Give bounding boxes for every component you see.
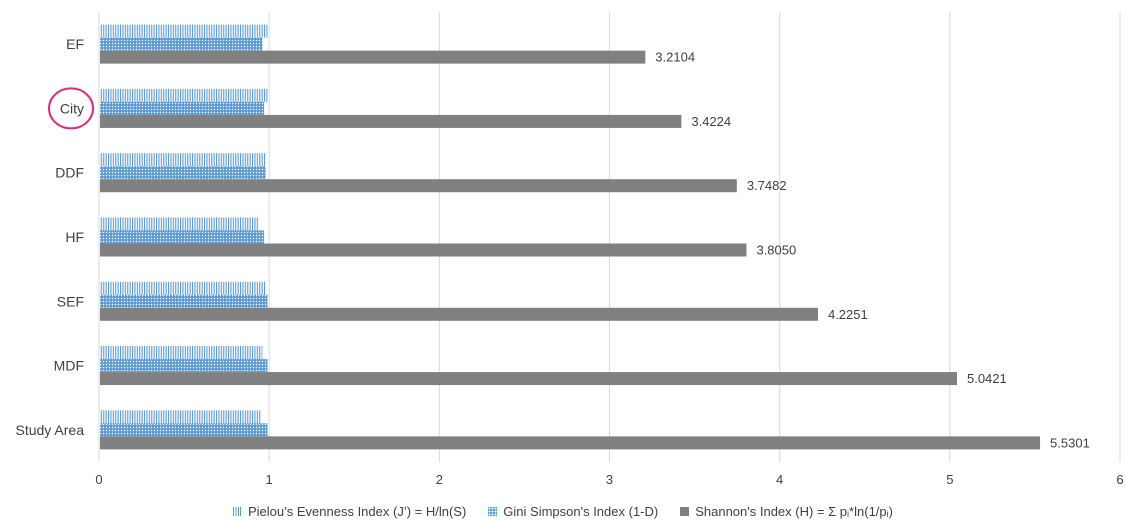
y-category-label-sef: SEF	[57, 293, 84, 309]
legend-item-shannon: Shannon's Index (H) = Σ pᵢ*ln(1/pᵢ)	[680, 504, 893, 519]
bar-pielou-hf	[100, 217, 259, 231]
bar-pielou-mdf	[100, 346, 263, 360]
bar-shannon-city	[100, 114, 682, 128]
bar-gini-study-area	[100, 423, 268, 437]
legend-label-pielou: Pielou’s Evenness Index (J’) = H/ln(S)	[247, 503, 467, 519]
bar-pielou-sef	[100, 281, 266, 295]
y-category-label-hf: HF	[65, 229, 84, 245]
legend-item-gini: Gini Simpson's Index (1-D)	[488, 504, 658, 519]
bar-shannon-sef	[100, 307, 818, 321]
x-tick-label-1: 1	[266, 472, 273, 487]
y-category-label-study-area: Study Area	[16, 422, 85, 438]
bar-pielou-ddf	[100, 153, 266, 167]
legend: Pielou’s Evenness Index (J’) = H/ln(S) G…	[0, 500, 1126, 522]
highlight-circle	[48, 87, 94, 130]
bars	[100, 24, 1041, 450]
labels: 0 1 2 3 4 5 6 3.2104 EF 3.4224 City 3.7482 DDF 3.8050…	[16, 36, 1124, 487]
legend-swatch-shannon	[680, 506, 690, 516]
legend-label-gini: Gini Simpson's Index (1-D)	[503, 503, 659, 519]
y-category-label-ddf: DDF	[55, 165, 84, 181]
gridlines	[98, 12, 1121, 462]
data-label-mdf: 5.0421	[967, 371, 1007, 386]
y-category-label-ef: EF	[66, 36, 84, 52]
legend-item-pielou: Pielou’s Evenness Index (J’) = H/ln(S)	[232, 503, 467, 519]
y-category-label-city: City	[60, 100, 84, 116]
bar-shannon-study-area	[100, 436, 1041, 450]
legend-swatch-pielou	[232, 506, 242, 516]
x-tick-label-6: 6	[1116, 472, 1123, 487]
bar-shannon-ddf	[100, 179, 737, 193]
bar-pielou-ef	[100, 24, 268, 38]
x-tick-label-3: 3	[606, 472, 613, 487]
bar-shannon-ef	[100, 50, 646, 64]
x-tick-label-0: 0	[95, 472, 102, 487]
x-tick-label-5: 5	[946, 472, 953, 487]
bar-gini-city	[100, 101, 265, 115]
bar-gini-ef	[100, 37, 263, 51]
bar-pielou-city	[100, 88, 268, 102]
data-label-ef: 3.2104	[655, 50, 695, 65]
data-label-ddf: 3.7482	[747, 178, 787, 193]
data-label-city: 3.4224	[691, 114, 731, 129]
y-category-label-mdf: MDF	[54, 358, 84, 374]
bar-gini-sef	[100, 294, 268, 308]
legend-swatch-gini	[488, 506, 498, 516]
data-label-hf: 3.8050	[756, 243, 796, 258]
data-label-study-area: 5.5301	[1050, 435, 1090, 450]
legend-label-shannon: Shannon's Index (H) = Σ pᵢ*ln(1/pᵢ)	[695, 503, 894, 519]
bar-gini-ddf	[100, 166, 266, 180]
bar-shannon-mdf	[100, 372, 957, 386]
x-tick-label-2: 2	[436, 472, 443, 487]
data-label-sef: 4.2251	[828, 307, 868, 322]
bar-gini-hf	[100, 230, 265, 244]
x-tick-label-4: 4	[776, 472, 783, 487]
bar-shannon-hf	[100, 243, 747, 257]
bar-gini-mdf	[100, 359, 268, 373]
bar-pielou-study-area	[100, 410, 261, 424]
